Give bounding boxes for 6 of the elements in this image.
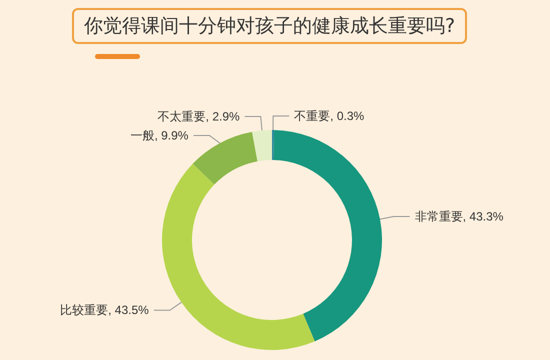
chart-title: 你觉得课间十分钟对孩子的健康成长重要吗? bbox=[72, 8, 468, 44]
slice-label: 不太重要, 2.9% bbox=[158, 110, 240, 124]
slice-label: 一般, 9.9% bbox=[130, 128, 189, 143]
slice-label: 非常重要, 43.3% bbox=[414, 210, 504, 224]
slice-label: 不重要, 0.3% bbox=[294, 109, 365, 124]
slice-label: 比较重要, 43.5% bbox=[60, 303, 150, 318]
